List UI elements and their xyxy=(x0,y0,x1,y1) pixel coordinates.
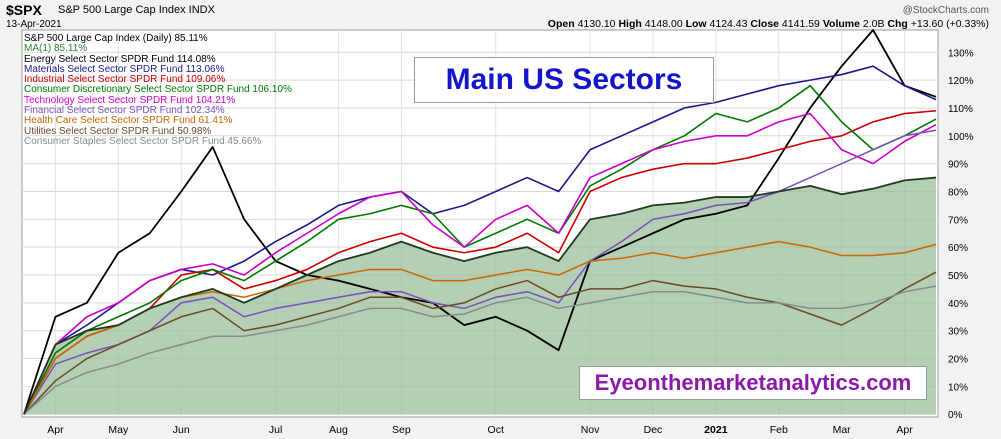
legend-item: Financial Select Sector SPDR Fund 102.34… xyxy=(24,105,225,117)
volume-value: 2.0B xyxy=(862,18,885,30)
series-line xyxy=(23,176,937,415)
x-axis: Apr May Jun Jul Aug Sep Oct Nov Dec 2021 Feb Mar Apr xyxy=(47,424,913,436)
x-tick-label: Aug xyxy=(329,424,348,436)
series-line xyxy=(23,84,937,415)
volume-label: Volume xyxy=(822,18,860,30)
legend-item: Industrial Select Sector SPDR Fund 109.0… xyxy=(24,74,226,86)
chg-value: +13.60 (+0.33%) xyxy=(910,18,989,30)
series-line xyxy=(23,271,937,415)
legend-item: MA(1) 85.11% xyxy=(24,43,88,55)
x-tick-label: Jul xyxy=(269,424,282,436)
x-tick-label: May xyxy=(108,424,129,436)
high-label: High xyxy=(618,18,642,30)
series-line xyxy=(23,109,937,415)
legend-item: Materials Select Sector SPDR Fund 113.06… xyxy=(24,63,225,75)
x-tick-label: 2021 xyxy=(704,424,728,436)
close-label: Close xyxy=(750,18,779,30)
x-tick-label: Sep xyxy=(392,424,411,436)
y-axis: 0% 10% 20% 30% 40% 50% 60% 70% 80% 90% 100% 110% 120… xyxy=(948,48,974,421)
legend-item: Technology Select Sector SPDR Fund 104.2… xyxy=(24,94,236,106)
legend-item: Consumer Staples Select Sector SPDR Fund… xyxy=(24,135,262,147)
x-tick-label: Dec xyxy=(644,424,663,436)
open-label: Open xyxy=(547,18,575,30)
y-tick-label: 60% xyxy=(948,243,968,254)
chart-date: 13-Apr-2021 xyxy=(6,19,62,30)
x-tick-label: Apr xyxy=(47,424,64,436)
low-label: Low xyxy=(685,18,707,30)
low-value: 4124.43 xyxy=(709,18,748,30)
x-tick-label: Jun xyxy=(173,424,190,436)
series-line xyxy=(23,112,937,415)
y-tick-label: 100% xyxy=(948,132,974,143)
y-tick-label: 110% xyxy=(948,104,973,115)
y-tick-label: 0% xyxy=(948,410,963,421)
ticker-name: S&P 500 Large Cap Index INDX xyxy=(58,4,215,16)
y-tick-label: 10% xyxy=(948,382,968,393)
title-banner: Main US Sectors xyxy=(414,57,714,103)
legend-item: S&P 500 Large Cap Index (Daily) 85.11% xyxy=(24,33,208,44)
x-tick-label: Mar xyxy=(833,424,852,436)
y-tick-label: 50% xyxy=(948,271,968,282)
header: $SPX S&P 500 Large Cap Index INDX 13-Apr… xyxy=(0,0,1001,30)
series-lines xyxy=(23,29,937,415)
ticker-symbol: $SPX xyxy=(6,2,42,18)
x-tick-label: Nov xyxy=(581,424,600,436)
y-tick-label: 130% xyxy=(948,48,974,59)
y-tick-label: 120% xyxy=(948,76,974,87)
y-tick-label: 70% xyxy=(948,215,968,226)
y-tick-label: 30% xyxy=(948,327,968,338)
chg-label: Chg xyxy=(887,18,908,30)
brand-label[interactable]: @StockCharts.com xyxy=(902,5,989,16)
series-line xyxy=(23,285,937,415)
x-tick-label: Oct xyxy=(488,424,504,436)
y-tick-label: 20% xyxy=(948,355,968,366)
y-tick-label: 40% xyxy=(948,299,968,310)
legend-item: Energy Select Sector SPDR Fund 114.08% xyxy=(24,53,216,65)
legend-item: Consumer Discretionary Select Sector SPD… xyxy=(24,84,292,96)
high-value: 4148.00 xyxy=(644,18,683,30)
series-line xyxy=(23,129,937,415)
open-value: 4130.10 xyxy=(577,18,616,30)
series-line xyxy=(23,29,937,415)
website-banner: Eyeonthemarketanalytics.com xyxy=(579,366,927,400)
legend-item: Utilities Select Sector SPDR Fund 50.98% xyxy=(24,125,212,137)
ohlc-readout: Open 4130.10 High 4148.00 Low 4124.43 Cl… xyxy=(548,18,989,30)
x-tick-label: Feb xyxy=(770,424,788,436)
close-value: 4141.59 xyxy=(781,18,820,30)
y-tick-label: 80% xyxy=(948,187,968,198)
legend: S&P 500 Large Cap Index (Daily) 85.11% MA… xyxy=(24,33,292,147)
legend-item: Health Care Select Sector SPDR Fund 61.4… xyxy=(24,115,233,127)
y-tick-label: 90% xyxy=(948,160,968,171)
x-tick-label: Apr xyxy=(896,424,913,436)
